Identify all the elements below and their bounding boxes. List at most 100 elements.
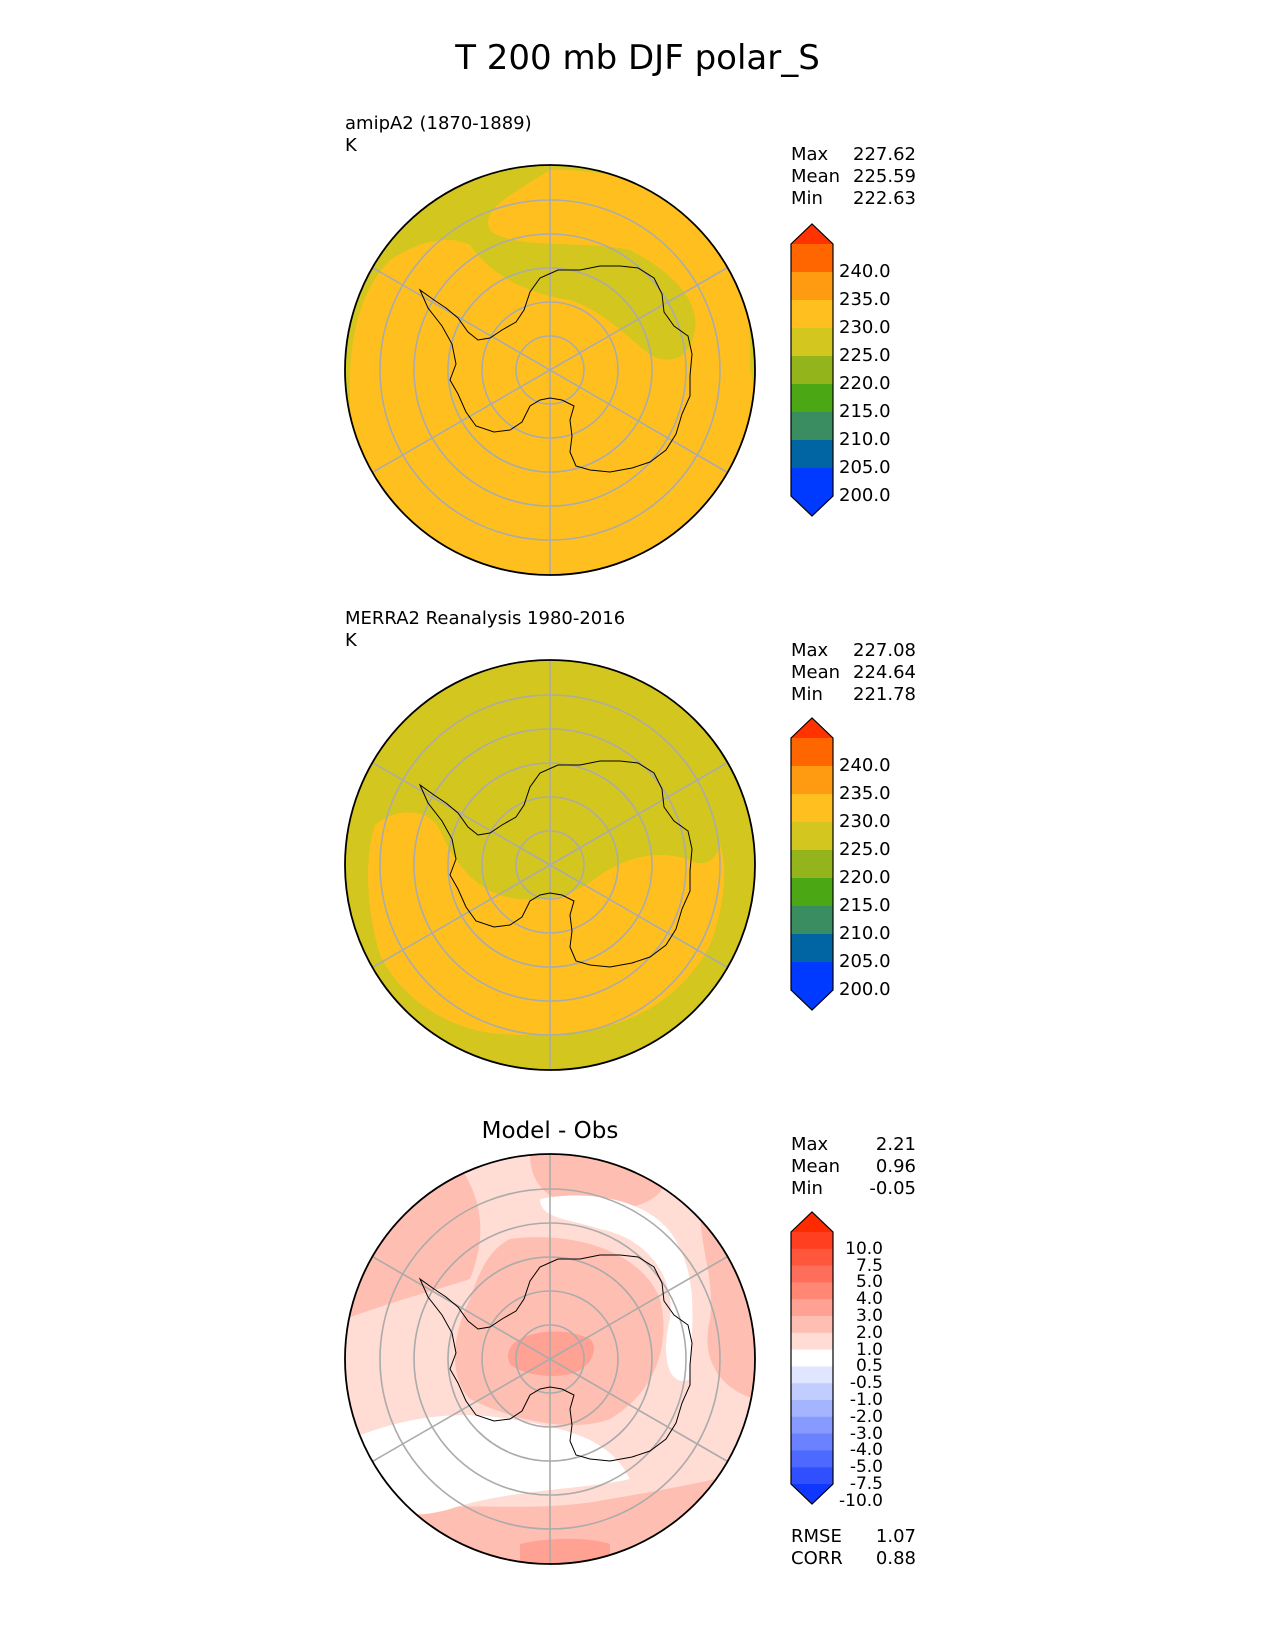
colorbar-segment — [791, 412, 833, 441]
panel2-units-label: K — [345, 630, 357, 651]
colorbar-tick-label: 225.0 — [839, 345, 891, 366]
panel2-stat-value: 227.08 — [853, 640, 916, 661]
panel1-stat-label: Mean — [791, 166, 841, 187]
colorbar-segment — [791, 440, 833, 469]
colorbar-tick-label: 235.0 — [839, 289, 891, 310]
colorbar-tick-label: 205.0 — [839, 457, 891, 478]
panel1-subtitle: amipA2 (1870-1889) K — [345, 113, 532, 157]
panel1-antarctica-coastline — [418, 265, 693, 473]
colorbar-segment — [791, 1265, 833, 1283]
colorbar-segment — [791, 766, 833, 795]
colorbar-segment — [791, 300, 833, 329]
colorbar-segment — [791, 934, 833, 963]
panel3-field-region-2to3 — [508, 1331, 594, 1376]
colorbar-segment — [791, 1467, 833, 1485]
colorbar-tick-label: 0.5 — [855, 1356, 883, 1377]
colorbar-segment — [791, 1299, 833, 1317]
panel2-antarctica-coastline — [418, 760, 693, 968]
colorbar-tick-label: 210.0 — [839, 429, 891, 450]
panel3-title: Model - Obs — [481, 1118, 619, 1144]
colorbar-tick-label: 210.0 — [839, 923, 891, 944]
colorbar-tick-label: 2.0 — [855, 1322, 883, 1343]
colorbar-segment — [791, 468, 833, 497]
panel3-colorbar — [790, 1211, 834, 1505]
colorbar-tick-label: 1.0 — [855, 1339, 883, 1360]
colorbar-tick-label: -5.0 — [849, 1457, 883, 1478]
colorbar-segment — [791, 272, 833, 301]
colorbar-tick-label: 4.0 — [855, 1289, 883, 1310]
colorbar-segment — [791, 1400, 833, 1418]
corr-value: 0.88 — [875, 1548, 916, 1569]
colorbar-segment — [791, 1366, 833, 1384]
colorbar-tick-label: 215.0 — [839, 895, 891, 916]
colorbar-tick-label: 220.0 — [839, 867, 891, 888]
colorbar-segment — [791, 1248, 833, 1267]
panel1-dataset-label: amipA2 (1870-1889) — [345, 113, 532, 134]
colorbar-segment — [791, 244, 833, 273]
panel2-stats: Max 227.08 Mean 224.64 Min 221.78 — [791, 640, 916, 706]
panel1-colorbar — [790, 223, 834, 517]
colorbar-extend-min — [791, 1484, 833, 1504]
rmse-value: 1.07 — [875, 1526, 916, 1547]
colorbar-tick-label: -3.0 — [849, 1423, 883, 1444]
panel3-stats: Max 2.21 Mean 0.96 Min -0.05 — [791, 1134, 916, 1200]
panel3-field-region-2to3 — [520, 1538, 610, 1564]
colorbar-segment — [791, 384, 833, 413]
colorbar-tick-label: 200.0 — [839, 979, 891, 1000]
colorbar-segment — [791, 962, 833, 991]
colorbar-segment — [791, 822, 833, 851]
colorbar-tick-label: 215.0 — [839, 401, 891, 422]
panel2-stat-label: Min — [791, 684, 823, 705]
panel1-stats: Max 227.62 Mean 225.59 Min 222.63 — [791, 144, 916, 210]
colorbar-tick-label: 225.0 — [839, 839, 891, 860]
panel3-metrics: RMSE 1.07 CORR 0.88 — [791, 1526, 916, 1570]
panel2-stat-label: Mean — [791, 662, 841, 683]
colorbar-tick-label: -4.0 — [849, 1440, 883, 1461]
colorbar-tick-label: 200.0 — [839, 485, 891, 506]
colorbar-tick-label: 230.0 — [839, 317, 891, 338]
colorbar-outline — [790, 717, 834, 1011]
panel1-units-label: K — [345, 135, 357, 156]
rmse-label: RMSE — [791, 1526, 842, 1547]
panel2-dataset-label: MERRA2 Reanalysis 1980-2016 — [345, 608, 626, 629]
colorbar-tick-label: -1.0 — [849, 1390, 883, 1410]
colorbar-segment — [791, 1450, 833, 1468]
colorbar-extend-min — [791, 496, 833, 516]
panel2-map-border — [344, 659, 756, 1071]
colorbar-segment — [791, 878, 833, 907]
colorbar-extend-max — [791, 224, 833, 244]
panel2-colorbar — [790, 717, 834, 1011]
panel1-stat-label: Max — [791, 144, 829, 165]
panel2-subtitle: MERRA2 Reanalysis 1980-2016 K — [345, 608, 625, 652]
colorbar-tick-label: 10.0 — [845, 1238, 883, 1259]
panel3-field-near-zero — [540, 1195, 693, 1381]
panel3-stat-value: 2.21 — [875, 1134, 916, 1155]
colorbar-tick-label: 7.5 — [855, 1255, 883, 1276]
panel3-stat-label: Max — [791, 1134, 829, 1155]
colorbar-segment — [791, 738, 833, 767]
panel3-field-region-1to2 — [455, 1237, 664, 1426]
panel1-stat-label: Min — [791, 188, 823, 209]
colorbar-tick-label: 3.0 — [855, 1306, 883, 1326]
colorbar-segment — [791, 1416, 833, 1435]
colorbar-tick-label: 240.0 — [839, 261, 891, 282]
colorbar-tick-label: -2.0 — [849, 1406, 883, 1427]
panel2-graticule — [367, 660, 733, 1070]
panel3-graticule — [367, 1154, 733, 1564]
panel3-polar-map — [344, 1153, 756, 1565]
panel2-stat-value: 221.78 — [853, 684, 916, 705]
panel2-stat-label: Max — [791, 640, 829, 661]
colorbar-outline — [790, 1211, 834, 1505]
colorbar-segment — [791, 356, 833, 385]
panel3-stat-value: 0.96 — [875, 1156, 916, 1177]
colorbar-segment — [791, 906, 833, 935]
panel2-stat-value: 224.64 — [853, 662, 916, 683]
panel3-stat-value: -0.05 — [869, 1178, 916, 1199]
colorbar-tick-label: 220.0 — [839, 373, 891, 394]
panel3-stat-label: Min — [791, 1178, 823, 1199]
corr-label: CORR — [791, 1548, 843, 1569]
panel1-stat-value: 222.63 — [853, 188, 916, 209]
colorbar-segment — [791, 794, 833, 823]
panel1-polar-map — [344, 164, 756, 576]
